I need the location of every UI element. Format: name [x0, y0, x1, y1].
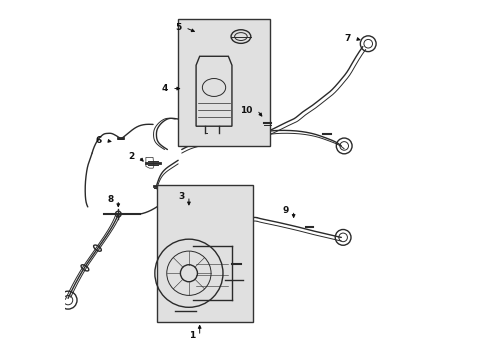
- Bar: [178, 19, 269, 146]
- Text: 7: 7: [344, 34, 350, 43]
- Text: 2: 2: [128, 152, 134, 161]
- Bar: [156, 185, 253, 321]
- Text: 8: 8: [107, 195, 114, 204]
- Text: 5: 5: [174, 23, 181, 32]
- Text: 6: 6: [96, 136, 102, 145]
- Text: 3: 3: [178, 192, 184, 201]
- Text: 10: 10: [240, 105, 252, 114]
- Text: 1: 1: [189, 332, 195, 341]
- Text: 4: 4: [161, 84, 167, 93]
- Text: 9: 9: [283, 206, 289, 215]
